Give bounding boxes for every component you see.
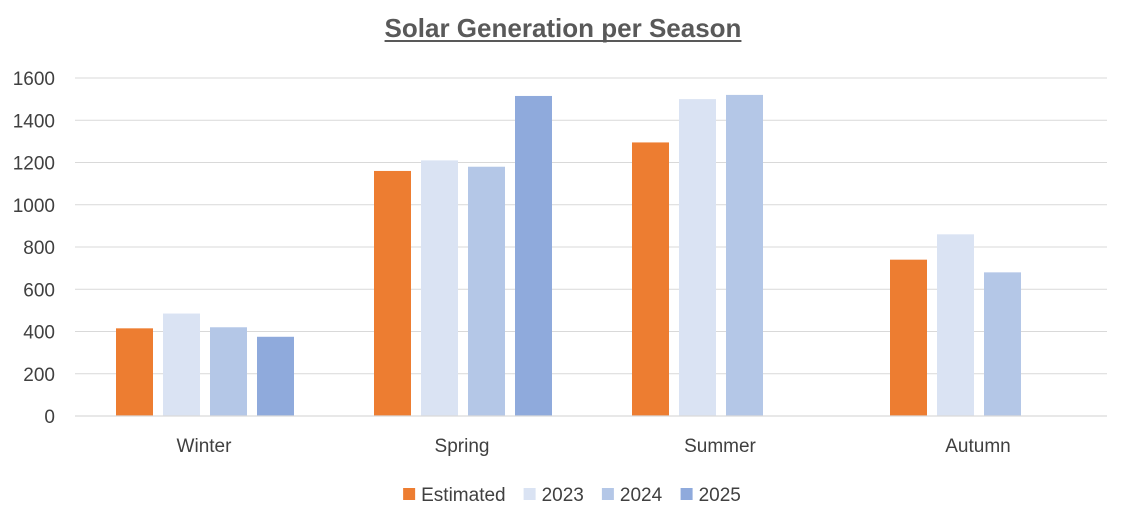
bar-2023-summer xyxy=(679,99,716,416)
bar-2024-summer xyxy=(726,94,763,417)
y-tick-label: 800 xyxy=(23,238,55,259)
legend-swatch-2025 xyxy=(680,488,693,500)
legend-label: Estimated xyxy=(421,485,505,506)
legend-swatch-2023 xyxy=(523,488,536,500)
y-tick-label: 1200 xyxy=(13,154,55,175)
bar-2023-autumn xyxy=(937,234,974,416)
y-tick-label: 1000 xyxy=(13,196,55,217)
x-tick-label: Winter xyxy=(177,436,233,457)
legend-swatch-2024 xyxy=(601,488,614,500)
x-tick-label: Summer xyxy=(684,436,756,457)
bars xyxy=(116,94,1021,417)
legend-swatch-estimated xyxy=(403,488,416,500)
bar-2025-winter xyxy=(257,336,294,416)
legend-label: 2025 xyxy=(699,485,741,506)
legend-label: 2024 xyxy=(620,485,663,506)
bar-estimated-winter xyxy=(116,328,153,416)
y-tick-label: 600 xyxy=(23,280,55,301)
bar-2023-winter xyxy=(163,313,200,416)
bar-estimated-summer xyxy=(632,142,669,416)
bar-estimated-autumn xyxy=(890,259,927,416)
y-tick-label: 1600 xyxy=(13,69,55,90)
x-tick-label: Autumn xyxy=(945,436,1010,457)
y-tick-label: 200 xyxy=(23,365,55,386)
bar-2024-autumn xyxy=(984,272,1021,416)
bar-2024-winter xyxy=(210,327,247,416)
bar-2023-spring xyxy=(421,160,458,416)
legend: Estimated 2023 2024 2025 xyxy=(403,485,741,506)
y-tick-label: 1400 xyxy=(13,111,55,132)
chart-title: Solar Generation per Season xyxy=(385,13,742,43)
x-tick-label: Spring xyxy=(435,436,490,457)
axes: 0 200 400 600 800 1000 1200 1400 1600 Winter Sprin… xyxy=(13,69,1107,457)
bar-estimated-spring xyxy=(374,170,411,416)
y-tick-label: 0 xyxy=(44,407,55,428)
bar-2025-spring xyxy=(515,95,552,417)
legend-label: 2023 xyxy=(542,485,584,506)
bar-2024-spring xyxy=(468,166,505,416)
y-tick-label: 400 xyxy=(23,323,55,344)
